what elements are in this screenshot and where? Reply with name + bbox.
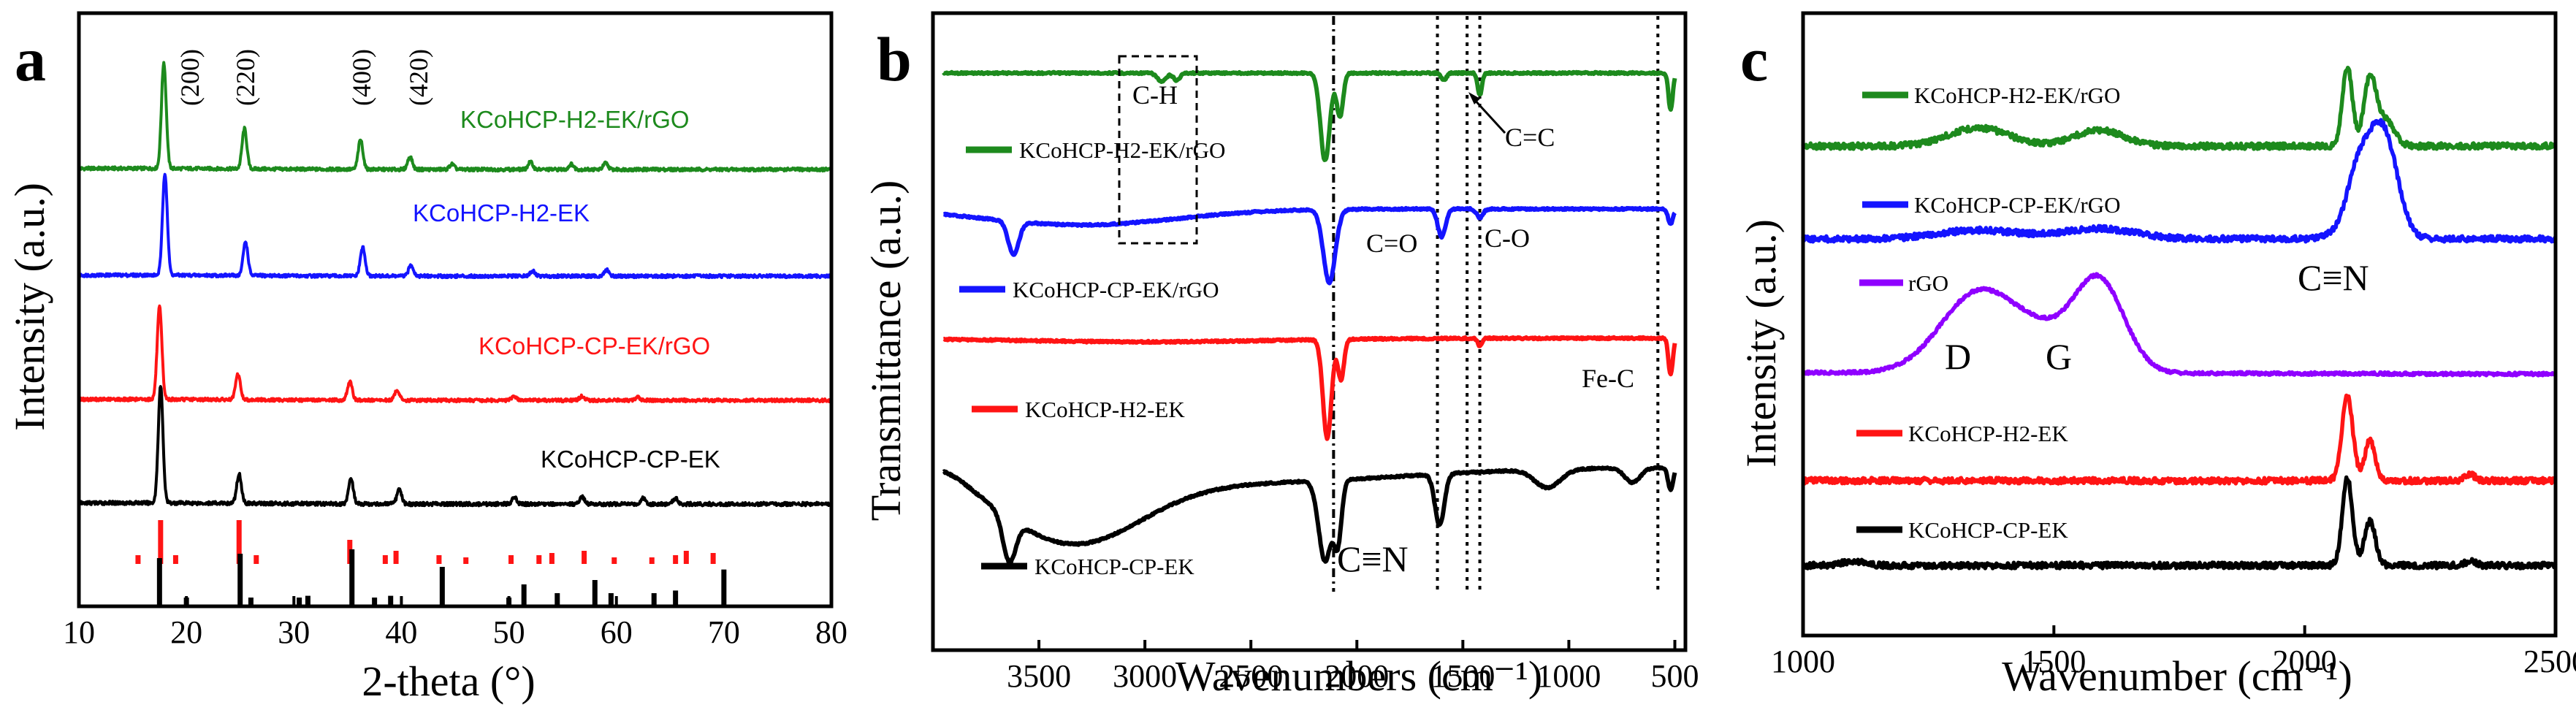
legend-a-red: KCoHCP-CP-EK/rGO [479,332,710,359]
xrd-curve-0 [77,61,833,173]
panel-b-ticks: 3500 3000 2500 2000 1500 1000 500 [1007,640,1699,694]
panel-b-frame [931,11,1688,652]
raman-curve-4 [1802,475,2558,571]
peak-label-200: (200) [175,49,205,106]
panel-c-curves [1801,65,2558,571]
raman-curve-3 [1801,393,2558,486]
panel-b-guide-lines [1332,16,1660,592]
panel-c-legend: KCoHCP-H2-EK/rGO KCoHCP-CP-EK/rGO rGO KC… [1856,83,2120,543]
xrd-curve-2 [77,304,833,404]
panel-c-ticks: 1000 1500 2000 2500 [1771,625,2576,679]
ir-curve-3 [942,465,1677,565]
x-tick-label: 500 [1650,658,1699,694]
legend-b-green: KCoHCP-H2-EK/rGO [1019,137,1225,163]
legend-b-black: KCoHCP-CP-EK [1034,554,1194,579]
ch-region-box [1118,55,1198,245]
panel-b-annotations: C-H C=C C=O C-O Fe-C C≡N [1132,80,1634,579]
legend-c-red: KCoHCP-H2-EK [1908,421,2068,446]
x-tick-label: 2500 [1219,658,1283,694]
annot-co-double: C=O [1366,229,1417,258]
x-tick-label: 1500 [1430,658,1495,694]
panel-c-frame [1801,11,2558,638]
panel-b-ylabel: Transmittance (a.u.) [862,180,910,522]
annot-cc: C=C [1505,123,1555,152]
x-tick-label: 2500 [2523,644,2576,679]
panel-a-ylabel: Intensity (a.u.) [6,183,53,431]
panel-a-ticks: 10 20 30 40 50 60 70 80 [63,596,847,650]
annot-d-band: D [1945,336,1971,377]
panel-a-curves [77,61,833,508]
x-tick-label: 50 [493,614,525,650]
x-tick-label: 1500 [2021,644,2086,679]
legend-c-blue: KCoHCP-CP-EK/rGO [1914,192,2120,218]
panel-b: b Transmittance (a.u.) Wavenumbers (cm⁻¹… [862,11,1699,700]
panel-a-reference-lines [135,520,727,606]
x-tick-label: 30 [278,614,310,650]
peak-label-220: (220) [231,49,260,106]
panel-b-letter: b [877,24,912,94]
x-tick-label: 20 [170,614,202,650]
x-tick-label: 1000 [1771,644,1835,679]
panel-b-xlabel: Wavenumbers (cm⁻¹) [1175,652,1542,700]
x-tick-label: 3000 [1113,658,1177,694]
peak-label-420: (420) [404,49,433,106]
legend-a-black: KCoHCP-CP-EK [541,446,720,473]
x-tick-label: 60 [601,614,633,650]
legend-a-green: KCoHCP-H2-EK/rGO [460,106,690,133]
raman-curve-2 [1801,272,2557,378]
raman-curve-1 [1801,118,2557,244]
panel-c-letter: c [1740,24,1768,94]
legend-b-blue: KCoHCP-CP-EK/rGO [1013,277,1219,302]
x-tick-label: 70 [708,614,740,650]
panel-b-legend: KCoHCP-H2-EK/rGO KCoHCP-CP-EK/rGO KCoHCP… [959,137,1225,579]
xrd-curve-1 [77,172,833,280]
annot-cc-arrow-line [1471,96,1506,134]
legend-c-purple: rGO [1908,270,1948,296]
legend-c-black: KCoHCP-CP-EK [1908,517,2068,543]
panel-a: a Intensity (a.u.) 2-theta (°) 10 20 30 40 5… [6,11,847,705]
x-tick-label: 10 [63,614,95,650]
x-tick-label: 80 [815,614,847,650]
annot-cn-ir: C≡N [1337,538,1409,579]
x-tick-label: 2000 [1325,658,1389,694]
x-tick-label: 1000 [1536,658,1601,694]
raman-curve-0 [1801,65,2558,151]
panel-c-xlabel: Wavenumber (cm⁻¹) [2002,652,2352,700]
panel-a-xlabel: 2-theta (°) [362,657,535,705]
annot-co-single: C-O [1485,224,1530,253]
x-tick-label: 2000 [2273,644,2337,679]
ir-curve-0 [942,69,1677,162]
annot-fec: Fe-C [1582,364,1634,393]
panel-c-ylabel: Intensity (a.u.) [1737,219,1785,468]
legend-b-red: KCoHCP-H2-EK [1025,397,1185,422]
panel-a-legend: KCoHCP-H2-EK/rGO KCoHCP-H2-EK KCoHCP-CP-… [413,106,720,473]
x-tick-label: 3500 [1007,658,1071,694]
annot-ch: C-H [1132,80,1178,110]
panel-a-frame [77,11,834,609]
ir-curve-1 [942,205,1677,286]
annot-cc-arrow-head [1468,92,1480,104]
peak-label-400: (400) [347,49,376,106]
xrd-curve-3 [77,385,833,508]
panel-b-curves [942,69,1677,565]
legend-c-green: KCoHCP-H2-EK/rGO [1914,83,2120,108]
annot-cn-raman: C≡N [2298,257,2369,298]
x-tick-label: 40 [385,614,417,650]
panel-a-peak-labels: (200) (220) (400) (420) [175,49,433,106]
panel-c-annotations: D G C≡N [1945,257,2369,377]
ir-curve-2 [942,335,1677,441]
panel-a-letter: a [15,24,46,94]
panel-c: c Intensity (a.u.) Wavenumber (cm⁻¹) 100… [1737,11,2576,700]
legend-a-blue: KCoHCP-H2-EK [413,199,590,226]
annot-g-band: G [2046,336,2072,377]
